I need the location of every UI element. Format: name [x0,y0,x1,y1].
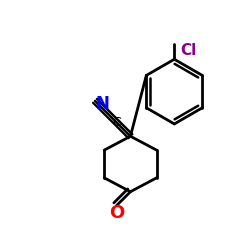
Text: O: O [109,204,124,222]
Text: Cl: Cl [180,42,197,58]
Text: N: N [95,95,109,113]
Text: C: C [112,116,121,129]
